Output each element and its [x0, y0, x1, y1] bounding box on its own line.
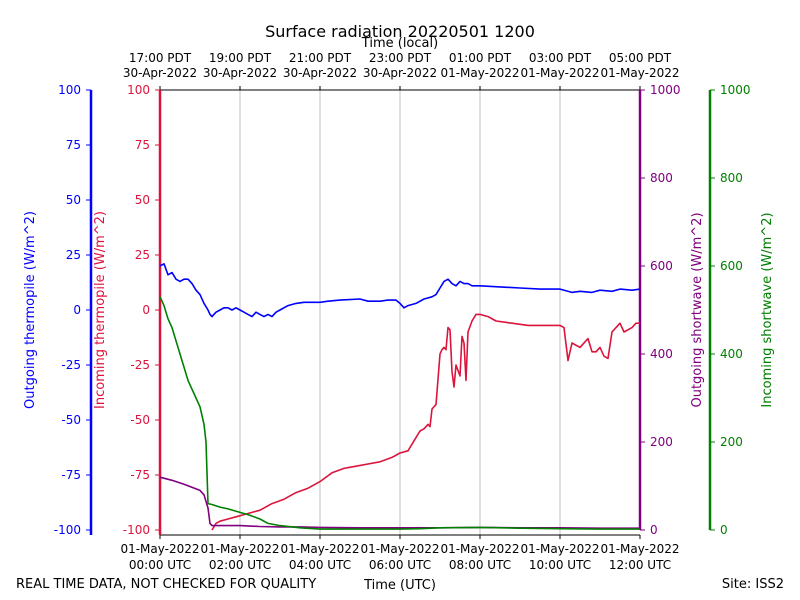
- x-top-tick-label: 21:00 PDT: [289, 51, 352, 65]
- y-tick-label: 75: [66, 138, 81, 152]
- plot-area: 01-May-2022 00:00 UTC 01-May-2022 02:00 UTC…: [23, 51, 775, 572]
- y-tick-label: -50: [130, 413, 150, 427]
- y-tick-label: 100: [58, 83, 81, 97]
- x-tick-label: 12:00 UTC: [609, 558, 671, 572]
- y-tick-label: -100: [54, 523, 81, 537]
- series-line-out_thermo: [159, 262, 641, 318]
- x-tick-label: 01-May-2022: [120, 542, 199, 556]
- series-line-in_sw: [159, 296, 640, 530]
- y-tick-label: 25: [66, 248, 81, 262]
- y-tick-label: 800: [720, 171, 743, 185]
- y-axis-label-out_sw: Outgoing shortwave (W/m^2): [690, 212, 705, 407]
- x-tick-label: 10:00 UTC: [529, 558, 591, 572]
- y-tick-label: 0: [73, 303, 81, 317]
- x-top-tick-label: 03:00 PDT: [529, 51, 592, 65]
- x-top-tick-label: 17:00 PDT: [129, 51, 192, 65]
- y-tick-label: 0: [142, 303, 150, 317]
- y-tick-label: 400: [650, 347, 673, 361]
- x-top-tick-label: 30-Apr-2022: [123, 66, 197, 80]
- y-tick-label: 200: [720, 435, 743, 449]
- x-axis-label: Time (UTC): [363, 578, 436, 593]
- y-tick-label: 0: [720, 523, 728, 537]
- y-tick-label: 50: [135, 193, 150, 207]
- x-top-tick-label: 19:00 PDT: [209, 51, 272, 65]
- x-tick-label: 01-May-2022: [200, 542, 279, 556]
- footer-right: Site: ISS2: [722, 577, 784, 592]
- chart-title: Surface radiation 20220501 1200: [265, 22, 535, 41]
- x-tick-label: 08:00 UTC: [449, 558, 511, 572]
- x-tick-label: 00:00 UTC: [129, 558, 191, 572]
- y-tick-label: 1000: [720, 83, 751, 97]
- y-tick-label: -25: [130, 358, 150, 372]
- x-top-tick-label: 05:00 PDT: [609, 51, 672, 65]
- top-axis-label: Time (local): [361, 36, 438, 51]
- x-tick-label: 01-May-2022: [280, 542, 359, 556]
- x-tick-label: 01-May-2022: [360, 542, 439, 556]
- x-top-tick-label: 01-May-2022: [440, 66, 519, 80]
- y-tick-label: -100: [123, 523, 150, 537]
- y-tick-label: 1000: [650, 83, 681, 97]
- footer-left: REAL TIME DATA, NOT CHECKED FOR QUALITY: [16, 577, 316, 592]
- x-tick-label: 01-May-2022: [520, 542, 599, 556]
- y-tick-label: 600: [650, 259, 673, 273]
- y-tick-label: -75: [130, 468, 150, 482]
- y-tick-label: -25: [61, 358, 81, 372]
- x-top-tick-label: 30-Apr-2022: [203, 66, 277, 80]
- x-tick-label: 02:00 UTC: [209, 558, 271, 572]
- series-line-in_thermo: [211, 313, 640, 531]
- x-top-tick-label: 30-Apr-2022: [363, 66, 437, 80]
- y-axis-label-in_sw: Incoming shortwave (W/m^2): [760, 212, 775, 407]
- x-top-tick-label: 01-May-2022: [520, 66, 599, 80]
- x-tick-label: 04:00 UTC: [289, 558, 351, 572]
- x-top-tick-label: 01:00 PDT: [449, 51, 512, 65]
- y-tick-label: 0: [650, 523, 658, 537]
- x-tick-label: 01-May-2022: [440, 542, 519, 556]
- x-top-tick-label: 01-May-2022: [600, 66, 679, 80]
- x-top-tick-label: 23:00 PDT: [369, 51, 432, 65]
- x-tick-label: 01-May-2022: [600, 542, 679, 556]
- y-axis-label-out_thermo: Outgoing thermopile (W/m^2): [23, 211, 38, 409]
- x-top-tick-label: 30-Apr-2022: [283, 66, 357, 80]
- y-tick-label: 600: [720, 259, 743, 273]
- y-tick-label: -50: [61, 413, 81, 427]
- y-tick-label: 100: [127, 83, 150, 97]
- y-tick-label: 75: [135, 138, 150, 152]
- y-tick-label: 200: [650, 435, 673, 449]
- y-axis-label-in_thermo: Incoming thermopile (W/m^2): [93, 211, 108, 409]
- y-tick-label: -75: [61, 468, 81, 482]
- y-tick-label: 25: [135, 248, 150, 262]
- y-tick-label: 50: [66, 193, 81, 207]
- y-tick-label: 400: [720, 347, 743, 361]
- x-tick-label: 06:00 UTC: [369, 558, 431, 572]
- y-tick-label: 800: [650, 171, 673, 185]
